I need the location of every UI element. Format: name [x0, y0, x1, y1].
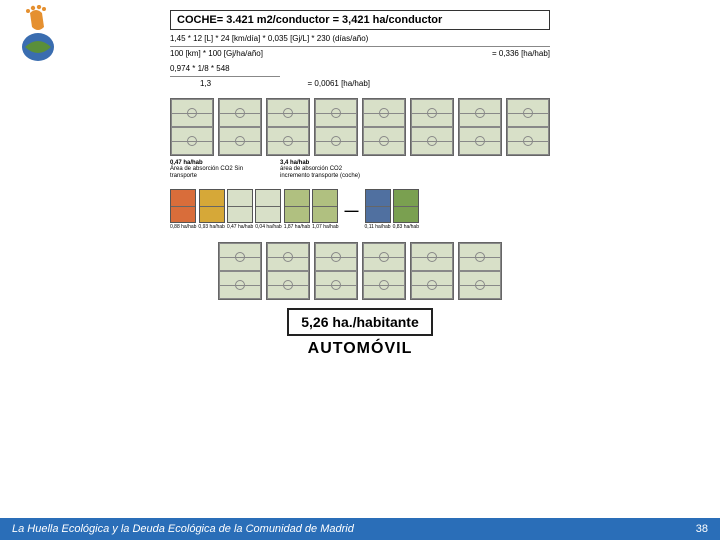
footer-title: La Huella Ecológica y la Deuda Ecológica… [12, 523, 696, 535]
fields-row-top [170, 98, 550, 156]
small-fields-row: 0,88 ha/hab0,93 ha/hab0,47 ha/hab0,04 ha… [170, 189, 550, 230]
group1-label: 0,47 ha/habÁrea de absorción CO2 Sin tra… [170, 160, 260, 180]
page-number: 38 [696, 523, 708, 535]
formula-block-1: 1,45 * 12 [L] * 24 [km/día] * 0,035 [Gj/… [170, 34, 550, 60]
header-formula: COCHE= 3.421 m2/conductor = 3,421 ha/con… [170, 10, 550, 30]
result-value: 5,26 ha./habitante [287, 308, 432, 336]
main-content: COCHE= 3.421 m2/conductor = 3,421 ha/con… [170, 10, 550, 358]
footer-bar: La Huella Ecológica y la Deuda Ecológica… [0, 518, 720, 540]
group2-label: 3,4 ha/habárea de absorción CO2 incremen… [280, 160, 370, 180]
bottom-fields-row [170, 242, 550, 300]
formula-block-2: 0,974 * 1/8 * 548 1,3 = 0,0061 [ha/hab] [170, 64, 550, 90]
footprint-globe-logo [10, 5, 70, 65]
vehicle-title: AUTOMÓVIL [170, 340, 550, 358]
